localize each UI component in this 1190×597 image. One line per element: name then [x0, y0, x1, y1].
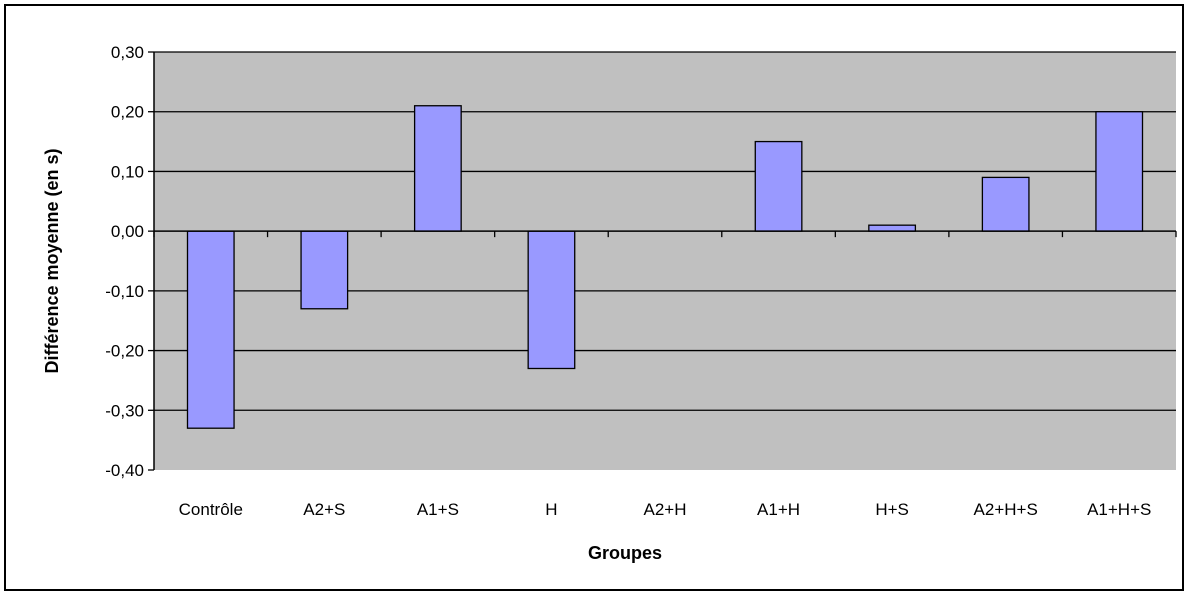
- x-tick-label: A2+H+S: [974, 500, 1038, 519]
- x-tick-label: H: [545, 500, 557, 519]
- y-axis-ticks: [148, 51, 154, 471]
- x-tick-label: H+S: [875, 500, 909, 519]
- x-axis-ticks: [153, 231, 1177, 238]
- x-tick-label: A1+H: [757, 500, 800, 519]
- bar-0: [186, 230, 235, 429]
- y-tick-label: -0,20: [105, 342, 144, 361]
- y-tick-label: -0,40: [105, 461, 144, 480]
- bar-1: [300, 230, 349, 310]
- bar-chart: 0,30 0,20 0,10 0,00 -0,10 -0,20 -0,30 -0,40 Con…: [42, 43, 1177, 563]
- x-axis-tick-labels: Contrôle A2+S A1+S H A2+H A1+H H+S A2+H+S A1+H+S: [179, 500, 1152, 519]
- bars: [186, 105, 1144, 429]
- x-axis-title: Groupes: [588, 543, 662, 563]
- y-axis-title: Différence moyenne (en s): [42, 148, 62, 373]
- bar-8: [1095, 111, 1144, 232]
- x-tick-label: A2+H: [644, 500, 687, 519]
- chart-frame: 0,30 0,20 0,10 0,00 -0,10 -0,20 -0,30 -0,40 Con…: [4, 4, 1184, 591]
- y-axis-tick-labels: 0,30 0,20 0,10 0,00 -0,10 -0,20 -0,30 -0,40: [105, 43, 144, 480]
- x-tick-label: A2+S: [303, 500, 345, 519]
- x-tick-label: A1+S: [417, 500, 459, 519]
- bar-6: [868, 224, 917, 232]
- bar-7: [981, 176, 1030, 232]
- x-tick-label: Contrôle: [179, 500, 243, 519]
- y-tick-label: 0,30: [111, 43, 144, 62]
- x-tick-label: A1+H+S: [1087, 500, 1151, 519]
- y-tick-label: -0,30: [105, 401, 144, 420]
- y-tick-label: -0,10: [105, 282, 144, 301]
- y-tick-label: 0,00: [111, 222, 144, 241]
- y-tick-label: 0,10: [111, 162, 144, 181]
- y-tick-label: 0,20: [111, 103, 144, 122]
- bar-3: [527, 230, 576, 370]
- bar-2: [413, 105, 462, 232]
- bar-5: [754, 140, 803, 232]
